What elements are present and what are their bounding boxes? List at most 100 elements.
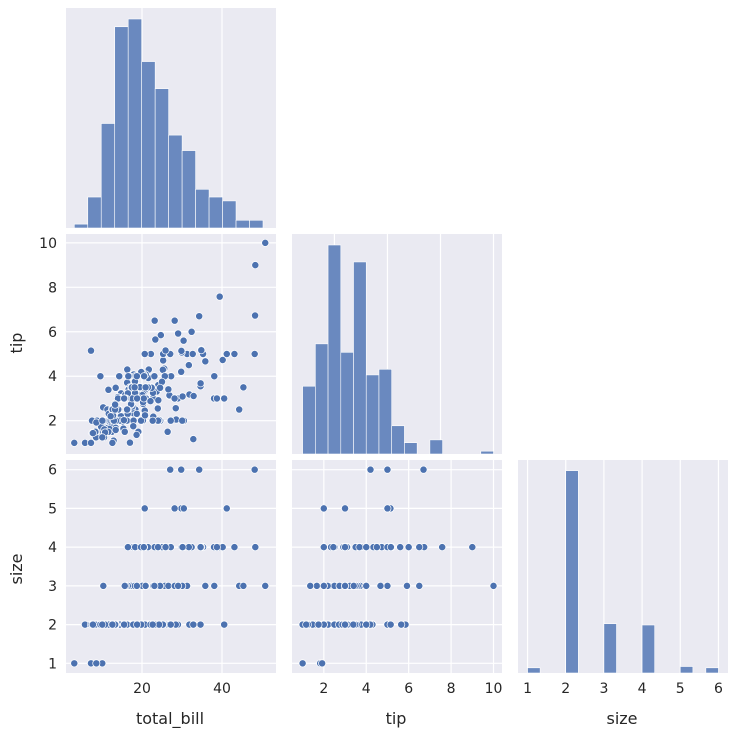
- scatter-point: [130, 383, 139, 392]
- scatter-point: [89, 429, 97, 438]
- scatter-point: [151, 335, 160, 344]
- scatter-point: [341, 620, 349, 629]
- scatter-point: [126, 438, 134, 447]
- histogram-bar: [641, 624, 655, 674]
- histogram-bar: [527, 667, 541, 674]
- scatter-point: [156, 383, 165, 392]
- scatter-point: [87, 346, 95, 355]
- scatter-point: [372, 543, 381, 552]
- scatter-point: [170, 394, 179, 403]
- scatter-point: [141, 383, 150, 392]
- scatter-point: [212, 543, 221, 552]
- scatter-point: [108, 620, 117, 629]
- scatter-point: [201, 581, 210, 590]
- scatter-point: [129, 422, 138, 431]
- scatter-point: [140, 350, 149, 358]
- scatter-point: [98, 433, 107, 442]
- y-tick-label: 2: [48, 414, 57, 430]
- scatter-point: [189, 435, 198, 444]
- histogram-bar: [404, 442, 418, 455]
- histogram-bar: [679, 666, 694, 674]
- scatter-point: [396, 543, 405, 552]
- scatter-point: [220, 394, 229, 403]
- scatter-point: [98, 416, 107, 425]
- scatter-point: [156, 331, 165, 340]
- panel-tip-vs-tip: [292, 234, 502, 455]
- scatter-point: [212, 394, 221, 403]
- scatter-point: [349, 581, 358, 590]
- scatter-point: [201, 357, 210, 366]
- y-tick-label: 1: [48, 656, 57, 672]
- scatter-point: [87, 438, 95, 447]
- x-tick-label: 5: [676, 681, 685, 697]
- scatter-point: [166, 465, 175, 474]
- scatter-point: [164, 385, 173, 394]
- scatter-point: [222, 350, 231, 358]
- scatter-point: [120, 394, 129, 403]
- scatter-point: [386, 543, 395, 552]
- scatter-point: [119, 416, 128, 425]
- panel-size-vs-size: 1 2 3 4 5 6: [518, 460, 728, 697]
- histogram-bar: [195, 188, 210, 229]
- histogram-bar: [127, 18, 142, 229]
- scatter-point: [132, 372, 141, 381]
- scatter-point: [189, 392, 198, 400]
- y-tick-label: 6: [48, 463, 57, 479]
- scatter-point: [150, 316, 159, 325]
- scatter-point: [148, 416, 157, 425]
- histogram-bar: [429, 439, 443, 455]
- scatter-point: [133, 620, 142, 629]
- scatter-point: [141, 581, 150, 590]
- x-tick-label: 40: [213, 681, 231, 697]
- histogram-bar: [168, 134, 183, 229]
- scatter-point: [319, 543, 328, 552]
- scatter-point: [386, 620, 395, 629]
- scatter-point: [153, 404, 162, 413]
- scatter-point: [222, 504, 231, 513]
- scatter-point: [383, 581, 392, 590]
- scatter-point: [261, 581, 270, 590]
- histogram-bar: [222, 200, 237, 229]
- histogram-bar: [480, 450, 494, 455]
- y-tick-label: 4: [48, 540, 57, 556]
- scatter-point: [133, 394, 142, 403]
- scatter-point: [132, 581, 141, 590]
- scatter-point: [161, 543, 170, 552]
- x-tick-label: 20: [133, 681, 151, 697]
- scatter-point: [188, 350, 197, 358]
- scatter-point: [187, 327, 196, 336]
- x-tick-label: 6: [714, 681, 723, 697]
- scatter-point: [329, 543, 338, 552]
- scatter-point: [419, 465, 428, 474]
- scatter-point: [251, 261, 260, 270]
- scatter-point: [220, 620, 229, 629]
- histogram-bar: [87, 196, 102, 229]
- scatter-point: [178, 543, 187, 552]
- scatter-point: [250, 350, 259, 358]
- panel-background: [66, 460, 276, 673]
- scatter-point: [174, 581, 183, 590]
- histogram-bar: [208, 196, 223, 229]
- histogram-bar: [100, 123, 116, 229]
- y-tick-label: 5: [48, 501, 57, 517]
- scatter-point: [261, 238, 270, 247]
- scatter-point: [235, 405, 244, 414]
- scatter-point: [171, 404, 180, 413]
- panel-tip-vs-total_bill: 2 4 6 8 10: [39, 234, 276, 454]
- scatter-point: [178, 392, 187, 401]
- panel-size-vs-tip: 2 4 6 8 10: [292, 460, 502, 697]
- scatter-point: [170, 504, 179, 513]
- scatter-point: [298, 659, 307, 668]
- scatter-point: [239, 383, 248, 392]
- panel-size-vs-total_bill: 1 2 3 4 5 6 20 40: [48, 460, 276, 697]
- x-tick-label: 8: [447, 681, 456, 697]
- scatter-point: [489, 581, 498, 590]
- histogram-bar: [302, 385, 316, 455]
- y-tick-label: 3: [48, 579, 57, 595]
- scatter-point: [438, 543, 447, 552]
- scatter-point: [218, 356, 227, 364]
- scatter-point: [196, 379, 205, 388]
- x-axis-label-total-bill: total_bill: [136, 709, 204, 729]
